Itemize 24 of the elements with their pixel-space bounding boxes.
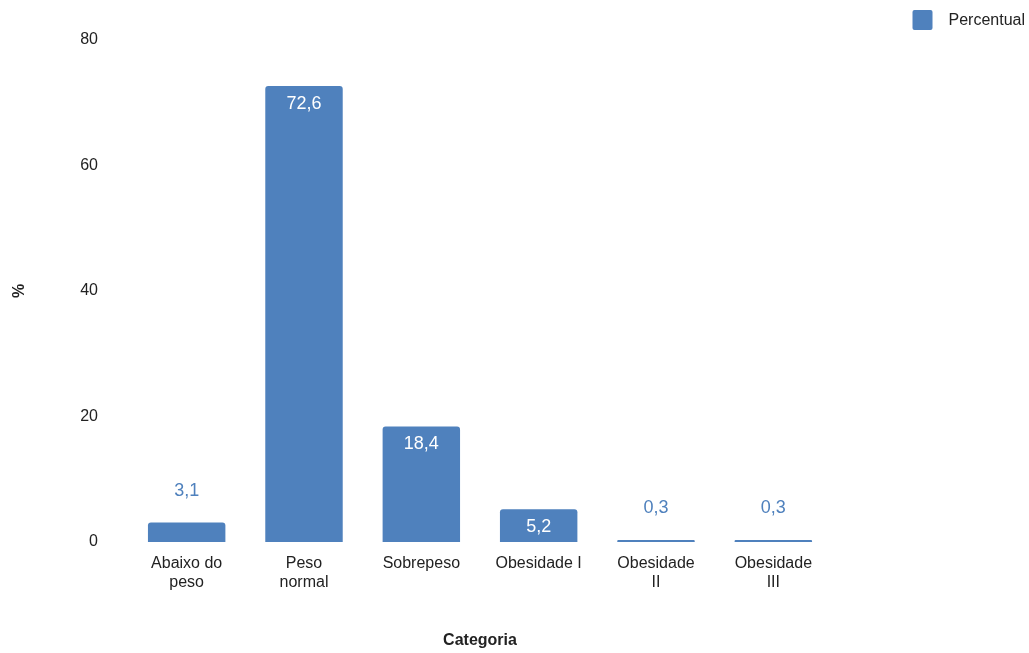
y-tick-label: 0 [89,532,99,550]
bar [147,522,226,542]
y-tick-label: 20 [80,406,99,424]
data-label: 18,4 [403,433,439,454]
y-tick-label: 80 [80,30,99,48]
data-label: 3,1 [174,479,200,500]
y-tick-label: 40 [80,281,99,299]
x-tick-label: Obesidade III [734,554,813,591]
bar [499,509,578,542]
x-tick-label: Sobrepeso [382,554,461,572]
legend-label: Percentual [948,11,1026,29]
x-tick-label: Obesidade II [617,554,695,591]
x-tick-label: Peso normal [279,554,329,591]
data-label: 0,3 [760,497,786,518]
y-axis-title: % [10,283,28,298]
bar [382,426,461,542]
x-axis-title: Categoria [443,630,517,648]
data-label: 0,3 [643,497,669,518]
y-tick-label: 60 [80,155,99,173]
x-tick-label: Obesidade I [495,554,582,572]
data-label: 72,6 [286,93,322,114]
x-tick-label: Abaixo do peso [151,554,223,591]
bar [265,86,343,542]
data-label: 5,2 [526,516,552,537]
